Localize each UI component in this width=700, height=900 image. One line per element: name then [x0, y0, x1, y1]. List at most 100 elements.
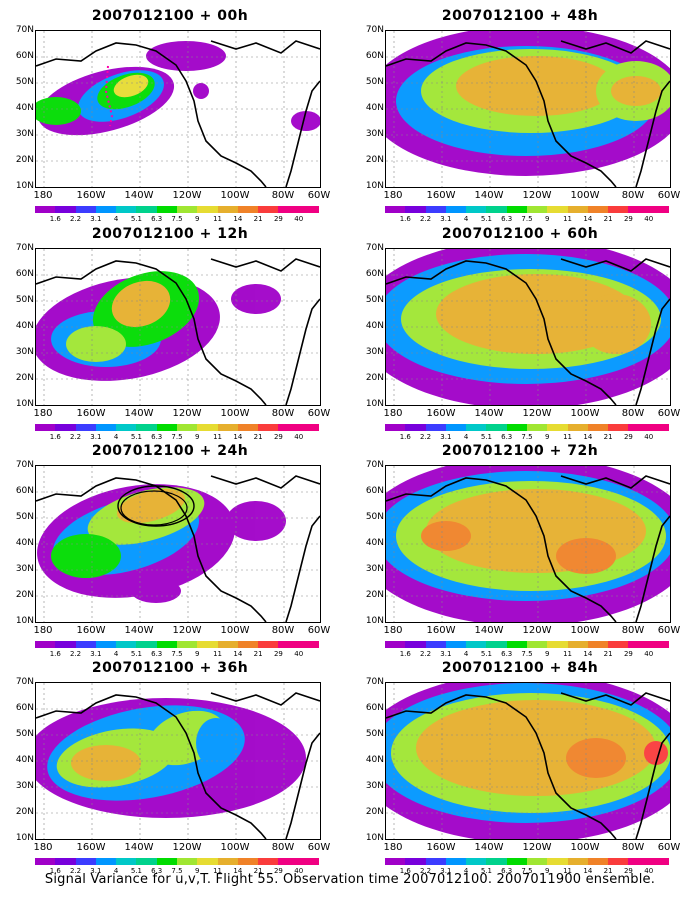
longitude-tick-label: 100W: [220, 842, 250, 853]
map-plot: [35, 682, 321, 840]
longitude-tick-label: 100W: [570, 190, 600, 201]
coastline: [386, 475, 670, 622]
map-panel-60h: 2007012100 + 60h 70N 60N 50N 40N 30N 20N 10N 18…: [350, 226, 690, 441]
colorbar-tick-label: 9: [545, 867, 550, 875]
latitude-tick-label: 10N: [365, 181, 384, 191]
colorbar: [385, 641, 669, 648]
colorbar-tick-label: 2.2: [69, 215, 82, 223]
colorbar-tick-label: 21: [603, 650, 613, 658]
colorbar-tick-label: 9: [195, 867, 200, 875]
latitude-tick-label: 60N: [365, 269, 384, 279]
colorbar-tick-label: 40: [294, 433, 304, 441]
colorbar-tick-label: 7.5: [521, 650, 533, 658]
longitude-tick-label: 120W: [172, 625, 202, 636]
colorbar-tick-label: 40: [294, 650, 304, 658]
colorbar-tick-label: 14: [583, 650, 593, 658]
colorbar-tick-label: 1.6: [399, 433, 411, 441]
colorbar-tick-label: 3.1: [440, 215, 452, 223]
latitude-tick-label: 10N: [365, 399, 384, 409]
longitude-tick-label: 180: [33, 408, 53, 419]
map-panel-84h: 2007012100 + 84h 70N 60N 50N 40N 30N 20N 10N 18…: [350, 660, 690, 875]
colorbar-tick-label: 6.3: [501, 867, 513, 875]
colorbar-tick-label: 5.1: [130, 867, 142, 875]
latitude-tick-label: 50N: [365, 77, 384, 87]
longitude-tick-label: 140W: [474, 625, 504, 636]
panel-title: 2007012100 + 48h: [441, 8, 599, 24]
latitude-tick-label: 60N: [15, 51, 34, 61]
coastline: [36, 258, 320, 405]
colorbar-tick-label: 1.6: [49, 215, 61, 223]
latitude-tick-label: 20N: [365, 590, 384, 600]
colorbar-tick-label: 14: [583, 433, 593, 441]
colorbar-tick-label: 29: [273, 433, 283, 441]
colorbar-tick-label: 5.1: [480, 867, 492, 875]
longitude-tick-label: 180: [383, 842, 403, 853]
colorbar-tick-label: 3.1: [90, 650, 102, 658]
coastline: [36, 692, 320, 839]
latitude-tick-label: 60N: [15, 269, 34, 279]
longitude-tick-label: 180: [33, 842, 53, 853]
longitude-tick-label: 60W: [307, 408, 331, 419]
map-panel-48h: 2007012100 + 48h 70N 60N 50N 40N 30N 20N 10N 18…: [350, 8, 690, 223]
latitude-tick-label: 20N: [15, 155, 34, 165]
colorbar-tick-label: 2.2: [419, 867, 432, 875]
longitude-tick-label: 60W: [657, 842, 681, 853]
colorbar-tick-label: 11: [563, 867, 573, 875]
latitude-tick-label: 30N: [365, 564, 384, 574]
latitude-tick-label: 50N: [15, 512, 34, 522]
longitude-tick-label: 80W: [621, 842, 645, 853]
colorbar-tick-label: 1.6: [399, 867, 411, 875]
longitude-tick-label: 80W: [271, 190, 295, 201]
variance-field: [386, 466, 670, 622]
latitude-tick-label: 30N: [365, 129, 384, 139]
colorbar-tick-label: 6.3: [501, 433, 513, 441]
coastline: [386, 40, 670, 187]
panel-title: 2007012100 + 72h: [441, 443, 599, 459]
colorbar-tick-label: 6.3: [151, 650, 163, 658]
colorbar-tick-label: 9: [545, 215, 550, 223]
colorbar-tick-label: 9: [195, 650, 200, 658]
colorbar-tick-label: 2.2: [69, 433, 82, 441]
latitude-tick-label: 40N: [15, 755, 34, 765]
colorbar-tick-label: 9: [545, 433, 550, 441]
colorbar-tick-label: 4: [113, 215, 119, 223]
colorbar-tick-label: 2.2: [419, 433, 432, 441]
longitude-tick-label: 180: [33, 190, 53, 201]
colorbar-tick-label: 4: [113, 650, 119, 658]
colorbar-tick-label: 14: [233, 867, 243, 875]
variance-field: [36, 31, 320, 187]
colorbar-tick-label: 11: [563, 650, 573, 658]
latitude-tick-label: 60N: [365, 486, 384, 496]
longitude-tick-label: 80W: [271, 625, 295, 636]
longitude-tick-label: 140W: [124, 408, 154, 419]
longitude-tick-label: 140W: [124, 190, 154, 201]
figure-caption: Signal Variance for u,v,T. Flight 55. Ob…: [44, 872, 656, 887]
coastline: [386, 258, 670, 405]
colorbar-tick-label: 14: [583, 867, 593, 875]
latitude-tick-label: 30N: [365, 347, 384, 357]
longitude-tick-label: 120W: [172, 842, 202, 853]
longitude-tick-label: 100W: [570, 408, 600, 419]
colorbar: [35, 424, 319, 431]
longitude-tick-label: 100W: [220, 625, 250, 636]
longitude-tick-label: 100W: [570, 842, 600, 853]
latitude-tick-label: 20N: [365, 807, 384, 817]
latitude-tick-label: 70N: [365, 243, 384, 253]
colorbar-tick-label: 6.3: [151, 215, 163, 223]
latitude-tick-label: 40N: [365, 538, 384, 548]
colorbar-tick-label: 14: [583, 215, 593, 223]
latitude-tick-label: 50N: [15, 295, 34, 305]
colorbar: [35, 206, 319, 213]
colorbar-tick-label: 21: [253, 215, 263, 223]
longitude-tick-label: 120W: [172, 408, 202, 419]
latitude-tick-label: 10N: [365, 616, 384, 626]
longitude-tick-label: 160W: [426, 842, 456, 853]
longitude-tick-label: 60W: [657, 190, 681, 201]
colorbar-tick-label: 40: [644, 650, 654, 658]
colorbar-tick-label: 1.6: [49, 867, 61, 875]
colorbar-tick-label: 7.5: [521, 433, 533, 441]
colorbar-tick-label: 4: [113, 867, 119, 875]
latitude-tick-label: 50N: [15, 729, 34, 739]
longitude-tick-label: 160W: [426, 625, 456, 636]
colorbar-tick-label: 5.1: [480, 433, 492, 441]
